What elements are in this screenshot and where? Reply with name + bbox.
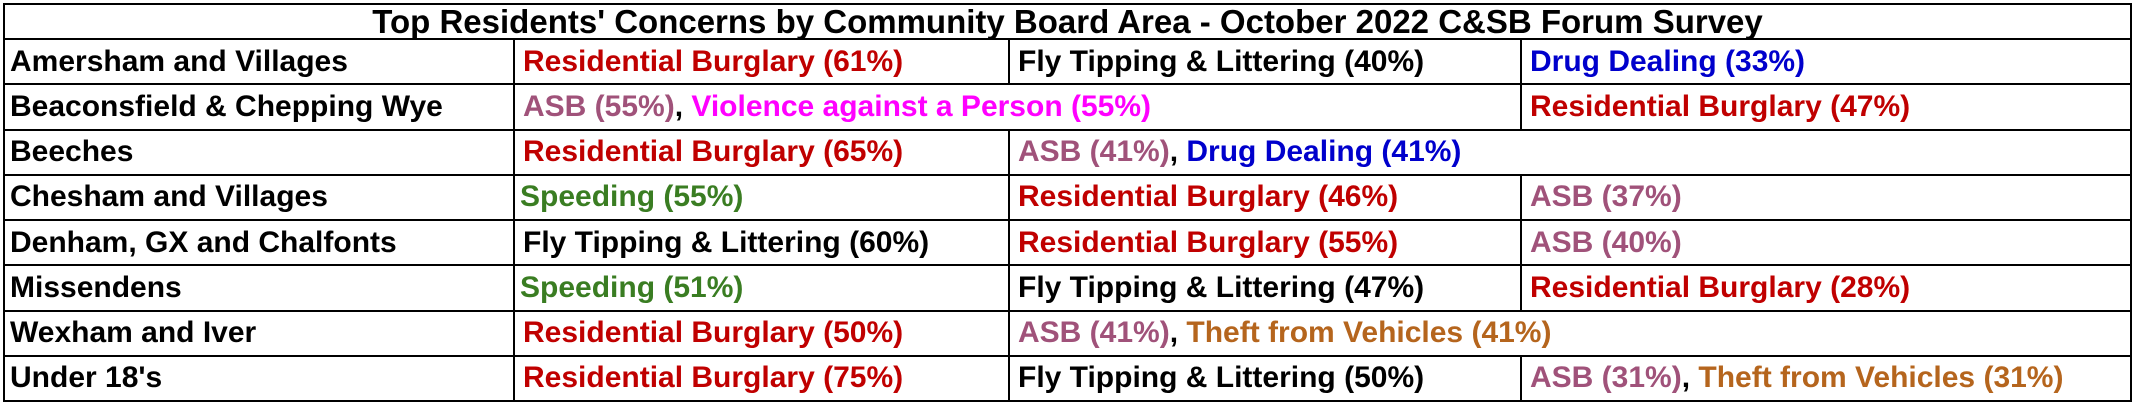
table-body: Amersham and Villages Residential Burglar… bbox=[3, 37, 2133, 403]
concern-item: ASB (40%) bbox=[1530, 225, 1682, 259]
area-name-cell: Beaconsfield & Chepping Wye bbox=[3, 83, 515, 131]
concern-item: Drug Dealing (33%) bbox=[1530, 44, 1806, 78]
area-name-cell: Missendens bbox=[3, 264, 515, 312]
concern-cell: Residential Burglary (61%) bbox=[513, 37, 1010, 86]
concern-cell: ASB (40%) bbox=[1519, 218, 2133, 267]
concern-cell: Fly Tipping & Littering (60%) bbox=[513, 218, 1010, 267]
concern-item: Speeding (51%) bbox=[520, 270, 744, 304]
separator-comma: , bbox=[1169, 135, 1187, 169]
concern-cell: Residential Burglary (28%) bbox=[1519, 264, 2133, 312]
concern-cell: ASB (41%), Theft from Vehicles (41%) bbox=[1007, 309, 2133, 357]
concern-cell: Speeding (51%) bbox=[513, 264, 1010, 312]
concern-item: ASB (55%) bbox=[523, 89, 675, 123]
table-row: Under 18's Residential Burglary (75%) Fly … bbox=[3, 354, 2133, 403]
concern-cell: Residential Burglary (55%) bbox=[1008, 218, 1522, 267]
table-row: Beeches Residential Burglary (65%) ASB (41… bbox=[3, 128, 2133, 176]
concern-cell: Residential Burglary (75%) bbox=[513, 354, 1010, 403]
area-name-cell: Under 18's bbox=[3, 354, 515, 403]
concern-item: Residential Burglary (50%) bbox=[523, 316, 904, 350]
table-row: Wexham and Iver Residential Burglary (50%… bbox=[3, 309, 2133, 357]
concern-item: ASB (41%) bbox=[1018, 135, 1170, 169]
concern-item: ASB (37%) bbox=[1530, 180, 1682, 214]
concern-item: Fly Tipping & Littering (47%) bbox=[1018, 270, 1425, 304]
concern-item: Theft from Vehicles (41%) bbox=[1186, 316, 1552, 350]
table-row: Amersham and Villages Residential Burglar… bbox=[3, 37, 2133, 86]
concern-cell: ASB (55%), Violence against a Person (55… bbox=[513, 83, 1522, 131]
title-row: Top Residents' Concerns by Community Boa… bbox=[2, 3, 2133, 40]
concern-item: Fly Tipping & Littering (60%) bbox=[523, 225, 930, 259]
table-row: Beaconsfield & Chepping Wye ASB (55%), Vi… bbox=[3, 83, 2133, 131]
concern-cell: ASB (41%), Drug Dealing (41%) bbox=[1007, 128, 2133, 176]
concerns-table: Top Residents' Concerns by Community Boa… bbox=[2, 3, 2133, 403]
concern-item: Fly Tipping & Littering (40%) bbox=[1018, 44, 1425, 78]
concern-item: Residential Burglary (61%) bbox=[523, 44, 904, 78]
concern-item: Speeding (55%) bbox=[520, 180, 744, 214]
concern-cell: Residential Burglary (46%) bbox=[1008, 173, 1522, 222]
concern-cell: ASB (37%) bbox=[1519, 173, 2133, 222]
concern-item: Residential Burglary (65%) bbox=[523, 135, 904, 169]
concern-cell: Residential Burglary (47%) bbox=[1519, 83, 2133, 131]
area-name-cell: Chesham and Villages bbox=[3, 173, 515, 222]
area-name-cell: Denham, GX and Chalfonts bbox=[3, 218, 515, 267]
table-row: Missendens Speeding (51%) Fly Tipping & Li… bbox=[3, 264, 2133, 312]
concern-item: ASB (31%) bbox=[1530, 361, 1682, 395]
separator-comma: , bbox=[1681, 361, 1699, 395]
concern-item: Theft from Vehicles (31%) bbox=[1698, 361, 2064, 395]
table-row: Chesham and Villages Speeding (55%) Reside… bbox=[3, 173, 2133, 222]
separator-comma: , bbox=[1169, 316, 1187, 350]
concern-item: Residential Burglary (28%) bbox=[1530, 270, 1911, 304]
table-row: Denham, GX and Chalfonts Fly Tipping & Li… bbox=[3, 218, 2133, 267]
concern-cell: Speeding (55%) bbox=[513, 173, 1010, 222]
concern-item: Drug Dealing (41%) bbox=[1186, 135, 1462, 169]
concern-item: Residential Burglary (47%) bbox=[1530, 89, 1911, 123]
concern-cell: ASB (31%), Theft from Vehicles (31%) bbox=[1519, 354, 2133, 403]
concern-cell: Fly Tipping & Littering (40%) bbox=[1008, 37, 1522, 86]
area-name-cell: Amersham and Villages bbox=[3, 37, 515, 86]
table-title: Top Residents' Concerns by Community Boa… bbox=[2, 3, 2133, 40]
concern-item: Residential Burglary (46%) bbox=[1018, 180, 1399, 214]
concern-item: Fly Tipping & Littering (50%) bbox=[1018, 361, 1425, 395]
concern-item: Residential Burglary (55%) bbox=[1018, 225, 1399, 259]
concern-cell: Drug Dealing (33%) bbox=[1519, 37, 2133, 86]
concern-item: ASB (41%) bbox=[1018, 316, 1170, 350]
area-name-cell: Beeches bbox=[3, 128, 515, 176]
concern-item: Violence against a Person (55%) bbox=[691, 89, 1151, 123]
area-name-cell: Wexham and Iver bbox=[3, 309, 515, 357]
concern-cell: Residential Burglary (50%) bbox=[513, 309, 1010, 357]
concern-cell: Residential Burglary (65%) bbox=[513, 128, 1010, 176]
concern-cell: Fly Tipping & Littering (50%) bbox=[1008, 354, 1522, 403]
concern-item: Residential Burglary (75%) bbox=[523, 361, 904, 395]
concern-cell: Fly Tipping & Littering (47%) bbox=[1008, 264, 1522, 312]
separator-comma: , bbox=[674, 89, 692, 123]
